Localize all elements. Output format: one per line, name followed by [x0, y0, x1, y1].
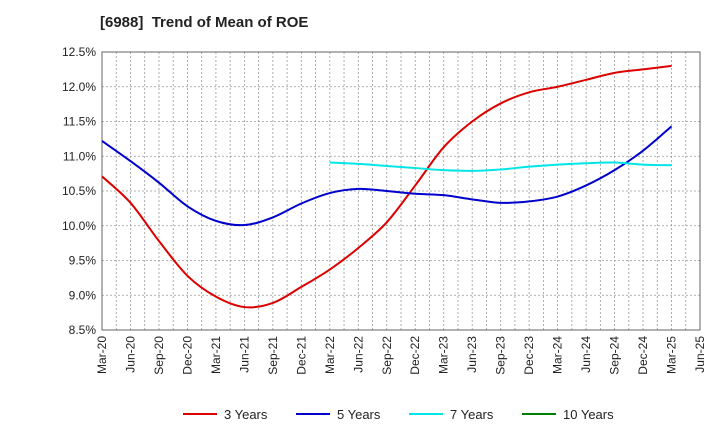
x-tick-label: Jun-20	[123, 336, 137, 373]
x-tick-label: Jun-23	[465, 336, 479, 373]
x-tick-label: Mar-24	[551, 336, 565, 374]
x-tick-label: Jun-21	[237, 336, 251, 373]
x-tick-label: Mar-23	[437, 336, 451, 374]
x-tick-label: Dec-21	[294, 336, 308, 375]
series-line-7-years	[329, 161, 672, 172]
x-tick-label: Mar-20	[95, 336, 109, 374]
y-tick-label: 11.0%	[63, 149, 96, 163]
grid-lines	[101, 51, 701, 331]
y-tick-label: 12.0%	[62, 80, 96, 94]
x-tick-label: Dec-20	[180, 336, 194, 375]
x-tick-label: Sep-22	[380, 336, 394, 375]
x-tick-label: Dec-22	[408, 336, 422, 375]
y-tick-label: 9.0%	[69, 288, 97, 302]
x-tick-label: Jun-25	[693, 336, 707, 373]
plot-frame	[101, 51, 701, 331]
chart-title: [6988] Trend of Mean of ROE	[100, 14, 309, 31]
x-axis: Mar-20 Jun-20 Sep-20 Dec-20 Mar-21 Jun-21 Sep-…	[95, 336, 707, 375]
series-line-3-years	[101, 64, 672, 309]
x-tick-label: Mar-25	[665, 336, 679, 374]
series-lines	[101, 64, 673, 309]
y-tick-label: 9.5%	[69, 254, 97, 268]
y-tick-label: 10.0%	[62, 219, 96, 233]
x-tick-label: Jun-24	[579, 336, 593, 373]
legend-label: 5 Years	[337, 407, 381, 422]
x-tick-label: Sep-20	[152, 336, 166, 375]
y-tick-label: 12.5%	[62, 45, 96, 59]
x-tick-label: Jun-22	[351, 336, 365, 373]
x-tick-label: Dec-24	[636, 336, 650, 375]
y-axis: 8.5% 9.0% 9.5% 10.0% 10.5% 11.0% 11.5% 12.0% 12.…	[62, 45, 96, 337]
x-tick-label: Dec-23	[522, 336, 536, 375]
legend: 3 Years 5 Years 7 Years 10 Years	[183, 407, 614, 422]
x-tick-label: Sep-21	[266, 336, 280, 375]
y-tick-label: 8.5%	[69, 323, 97, 337]
y-tick-label: 10.5%	[62, 184, 96, 198]
legend-label: 3 Years	[224, 407, 268, 422]
legend-label: 7 Years	[450, 407, 494, 422]
legend-label: 10 Years	[563, 407, 614, 422]
x-tick-label: Mar-21	[209, 336, 223, 374]
x-tick-label: Sep-23	[494, 336, 508, 375]
x-tick-label: Mar-22	[323, 336, 337, 374]
y-tick-label: 11.5%	[63, 115, 96, 129]
series-line-5-years	[101, 125, 673, 227]
x-tick-label: Sep-24	[608, 336, 622, 375]
